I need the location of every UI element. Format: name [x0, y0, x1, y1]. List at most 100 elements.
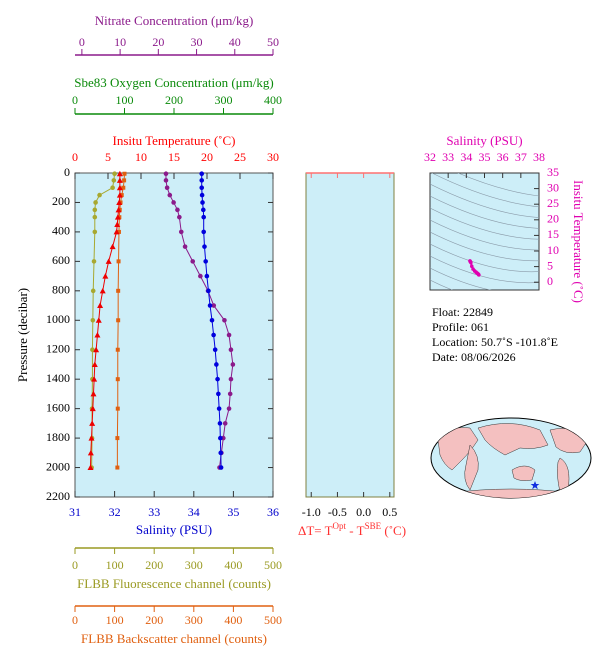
x-tick-label: 50 — [267, 35, 279, 49]
axis-title: Salinity (PSU) — [136, 522, 212, 537]
data-point — [122, 171, 127, 176]
data-point — [112, 171, 117, 177]
y-tick-label: 30 — [547, 180, 559, 194]
data-point — [206, 288, 211, 294]
data-point — [198, 273, 203, 279]
data-point — [202, 244, 207, 249]
x-tick-label: 36 — [497, 150, 509, 164]
data-point — [177, 214, 182, 220]
x-tick-label: 0 — [79, 35, 85, 49]
density-contour — [430, 183, 539, 218]
x-tick-label: 32 — [424, 150, 436, 164]
data-point — [93, 346, 100, 353]
ts-point — [477, 273, 481, 277]
data-point — [116, 170, 123, 177]
data-point — [92, 207, 98, 213]
x-tick-label: 30 — [267, 150, 279, 164]
data-point — [90, 390, 97, 397]
data-point — [122, 178, 127, 183]
ts-plot-area — [429, 172, 540, 291]
data-point — [91, 361, 98, 367]
axis-title: Nitrate Concentration (μm/kg) — [95, 13, 254, 28]
x-tick-label: 40 — [229, 35, 241, 49]
data-point — [119, 193, 124, 198]
y-tick-label: 2000 — [46, 459, 70, 473]
x-tick-label: 34 — [460, 150, 472, 164]
x-tick-label: 33 — [148, 505, 160, 519]
data-point — [190, 259, 196, 264]
title-part: SBE — [365, 521, 382, 531]
y-tick-label: 1200 — [46, 341, 70, 355]
data-point — [199, 178, 205, 183]
float-info: Float: 22849 — [432, 305, 493, 319]
density-contour — [430, 376, 539, 396]
data-point — [116, 318, 121, 323]
ts-point — [469, 264, 474, 269]
data-point — [115, 465, 120, 470]
data-point — [116, 199, 123, 205]
delta-axis-title: ΔT= TOpt - TSBE (˚C) — [298, 521, 406, 538]
data-point — [218, 465, 224, 470]
data-point — [199, 171, 205, 177]
data-point — [87, 449, 94, 456]
data-point — [116, 177, 123, 183]
data-point — [216, 406, 222, 411]
data-point — [222, 421, 228, 426]
y-tick-label: 15 — [547, 227, 559, 241]
data-point — [116, 229, 121, 234]
x-tick-label: 38 — [533, 150, 545, 164]
x-tick-label: 0 — [72, 93, 78, 107]
data-point — [218, 450, 224, 456]
data-point — [91, 376, 98, 382]
data-point — [163, 171, 169, 177]
data-point — [228, 376, 234, 382]
data-point — [209, 317, 215, 323]
data-point — [91, 259, 97, 264]
data-point — [97, 192, 102, 198]
data-point — [226, 332, 232, 338]
x-tick-label: 33 — [442, 150, 454, 164]
delta-plot-area — [305, 172, 395, 498]
data-point — [110, 185, 115, 191]
density-contour — [430, 195, 539, 229]
density-contour — [431, 173, 539, 208]
x-tick-label: 32 — [109, 505, 121, 519]
x-tick-label: 200 — [145, 613, 163, 627]
data-point — [116, 259, 121, 264]
data-point — [102, 273, 109, 279]
y-tick-label: 800 — [52, 283, 70, 297]
plot-area — [74, 172, 274, 498]
title-part: - T — [346, 523, 365, 538]
density-contours — [430, 173, 539, 396]
y-tick-label: 600 — [52, 253, 70, 267]
data-point — [163, 178, 169, 183]
x-tick-label: 5 — [105, 150, 111, 164]
title-part: ΔT= T — [298, 523, 333, 538]
x-tick-label: 10 — [114, 35, 126, 49]
data-point — [115, 377, 120, 382]
data-point — [105, 258, 112, 264]
world-map — [430, 417, 592, 499]
x-tick-label: 35 — [227, 505, 239, 519]
data-point — [178, 229, 184, 235]
x-axis-title: Salinity (PSU) — [446, 133, 522, 148]
density-contour — [457, 173, 539, 197]
data-point — [90, 347, 95, 353]
y-tick-label: 10 — [547, 243, 559, 257]
x-tick-label: 200 — [145, 558, 163, 572]
axis-title: Sbe83 Oxygen Concentration (μm/kg) — [74, 75, 273, 90]
data-point — [218, 435, 223, 441]
x-tick-label: 0 — [72, 150, 78, 164]
data-point — [211, 332, 216, 338]
data-point — [199, 185, 205, 191]
y-axis-title: Insitu Temperature (˚C) — [571, 180, 586, 303]
data-point — [92, 229, 98, 235]
float-info: Date: 08/06/2026 — [432, 350, 516, 364]
x-tick-label: 30 — [191, 35, 203, 49]
data-point — [211, 303, 217, 308]
axis-title: FLBB Fluorescence channel (counts) — [77, 576, 271, 591]
data-point — [97, 302, 104, 309]
x-tick-label: 20 — [152, 35, 164, 49]
y-tick-label: 35 — [547, 165, 559, 179]
